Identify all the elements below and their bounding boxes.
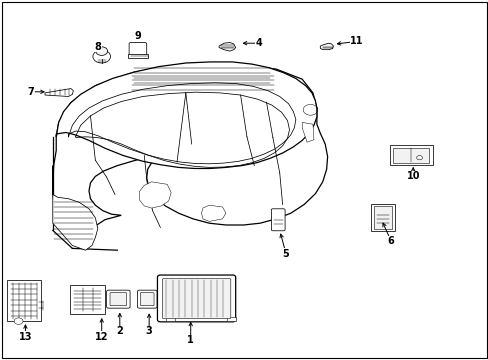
Polygon shape bbox=[56, 62, 316, 168]
Text: 1: 1 bbox=[187, 335, 194, 345]
FancyBboxPatch shape bbox=[373, 206, 391, 229]
Circle shape bbox=[14, 318, 23, 324]
Text: 11: 11 bbox=[349, 36, 363, 46]
Circle shape bbox=[96, 47, 107, 55]
FancyBboxPatch shape bbox=[140, 293, 154, 306]
FancyBboxPatch shape bbox=[129, 42, 146, 56]
Polygon shape bbox=[139, 182, 171, 208]
Text: 10: 10 bbox=[406, 171, 419, 181]
FancyBboxPatch shape bbox=[271, 209, 285, 231]
Text: 3: 3 bbox=[145, 326, 152, 336]
FancyBboxPatch shape bbox=[389, 145, 432, 165]
Bar bbox=[227, 317, 236, 321]
Polygon shape bbox=[201, 205, 225, 221]
Polygon shape bbox=[53, 64, 327, 246]
FancyBboxPatch shape bbox=[70, 285, 104, 314]
FancyBboxPatch shape bbox=[370, 204, 394, 231]
Text: 8: 8 bbox=[94, 42, 101, 52]
Bar bbox=[128, 54, 147, 58]
Text: 4: 4 bbox=[255, 38, 262, 48]
Text: 12: 12 bbox=[95, 332, 108, 342]
Polygon shape bbox=[219, 42, 235, 51]
Text: 13: 13 bbox=[19, 332, 32, 342]
Polygon shape bbox=[302, 122, 313, 142]
Polygon shape bbox=[45, 89, 73, 96]
FancyBboxPatch shape bbox=[157, 275, 235, 322]
Text: 7: 7 bbox=[27, 87, 34, 97]
FancyBboxPatch shape bbox=[162, 279, 230, 319]
FancyBboxPatch shape bbox=[110, 293, 126, 306]
FancyBboxPatch shape bbox=[7, 280, 41, 321]
FancyBboxPatch shape bbox=[392, 148, 428, 163]
Text: 2: 2 bbox=[116, 326, 123, 336]
FancyBboxPatch shape bbox=[106, 290, 130, 308]
Polygon shape bbox=[53, 166, 98, 250]
Circle shape bbox=[93, 50, 110, 63]
Text: 5: 5 bbox=[282, 249, 289, 259]
Polygon shape bbox=[320, 43, 333, 50]
Bar bbox=[166, 317, 175, 321]
Text: 9: 9 bbox=[134, 31, 141, 41]
Text: 6: 6 bbox=[387, 236, 394, 246]
FancyBboxPatch shape bbox=[137, 290, 157, 308]
